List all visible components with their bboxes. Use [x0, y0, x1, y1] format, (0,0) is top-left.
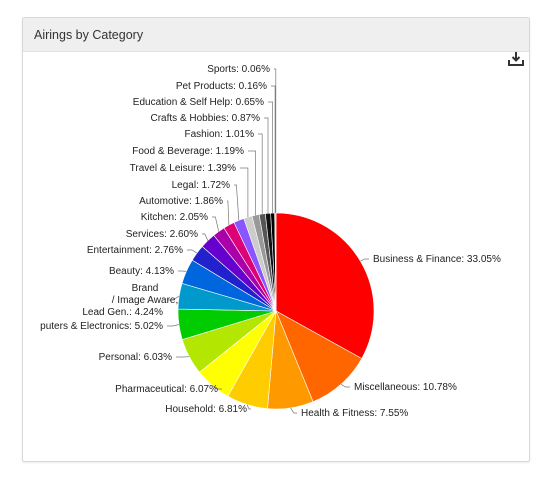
panel-header: Airings by Category [23, 18, 529, 52]
panel-title: Airings by Category [34, 27, 144, 42]
download-icon[interactable] [507, 51, 525, 67]
chart-panel: Airings by Category [22, 17, 530, 462]
